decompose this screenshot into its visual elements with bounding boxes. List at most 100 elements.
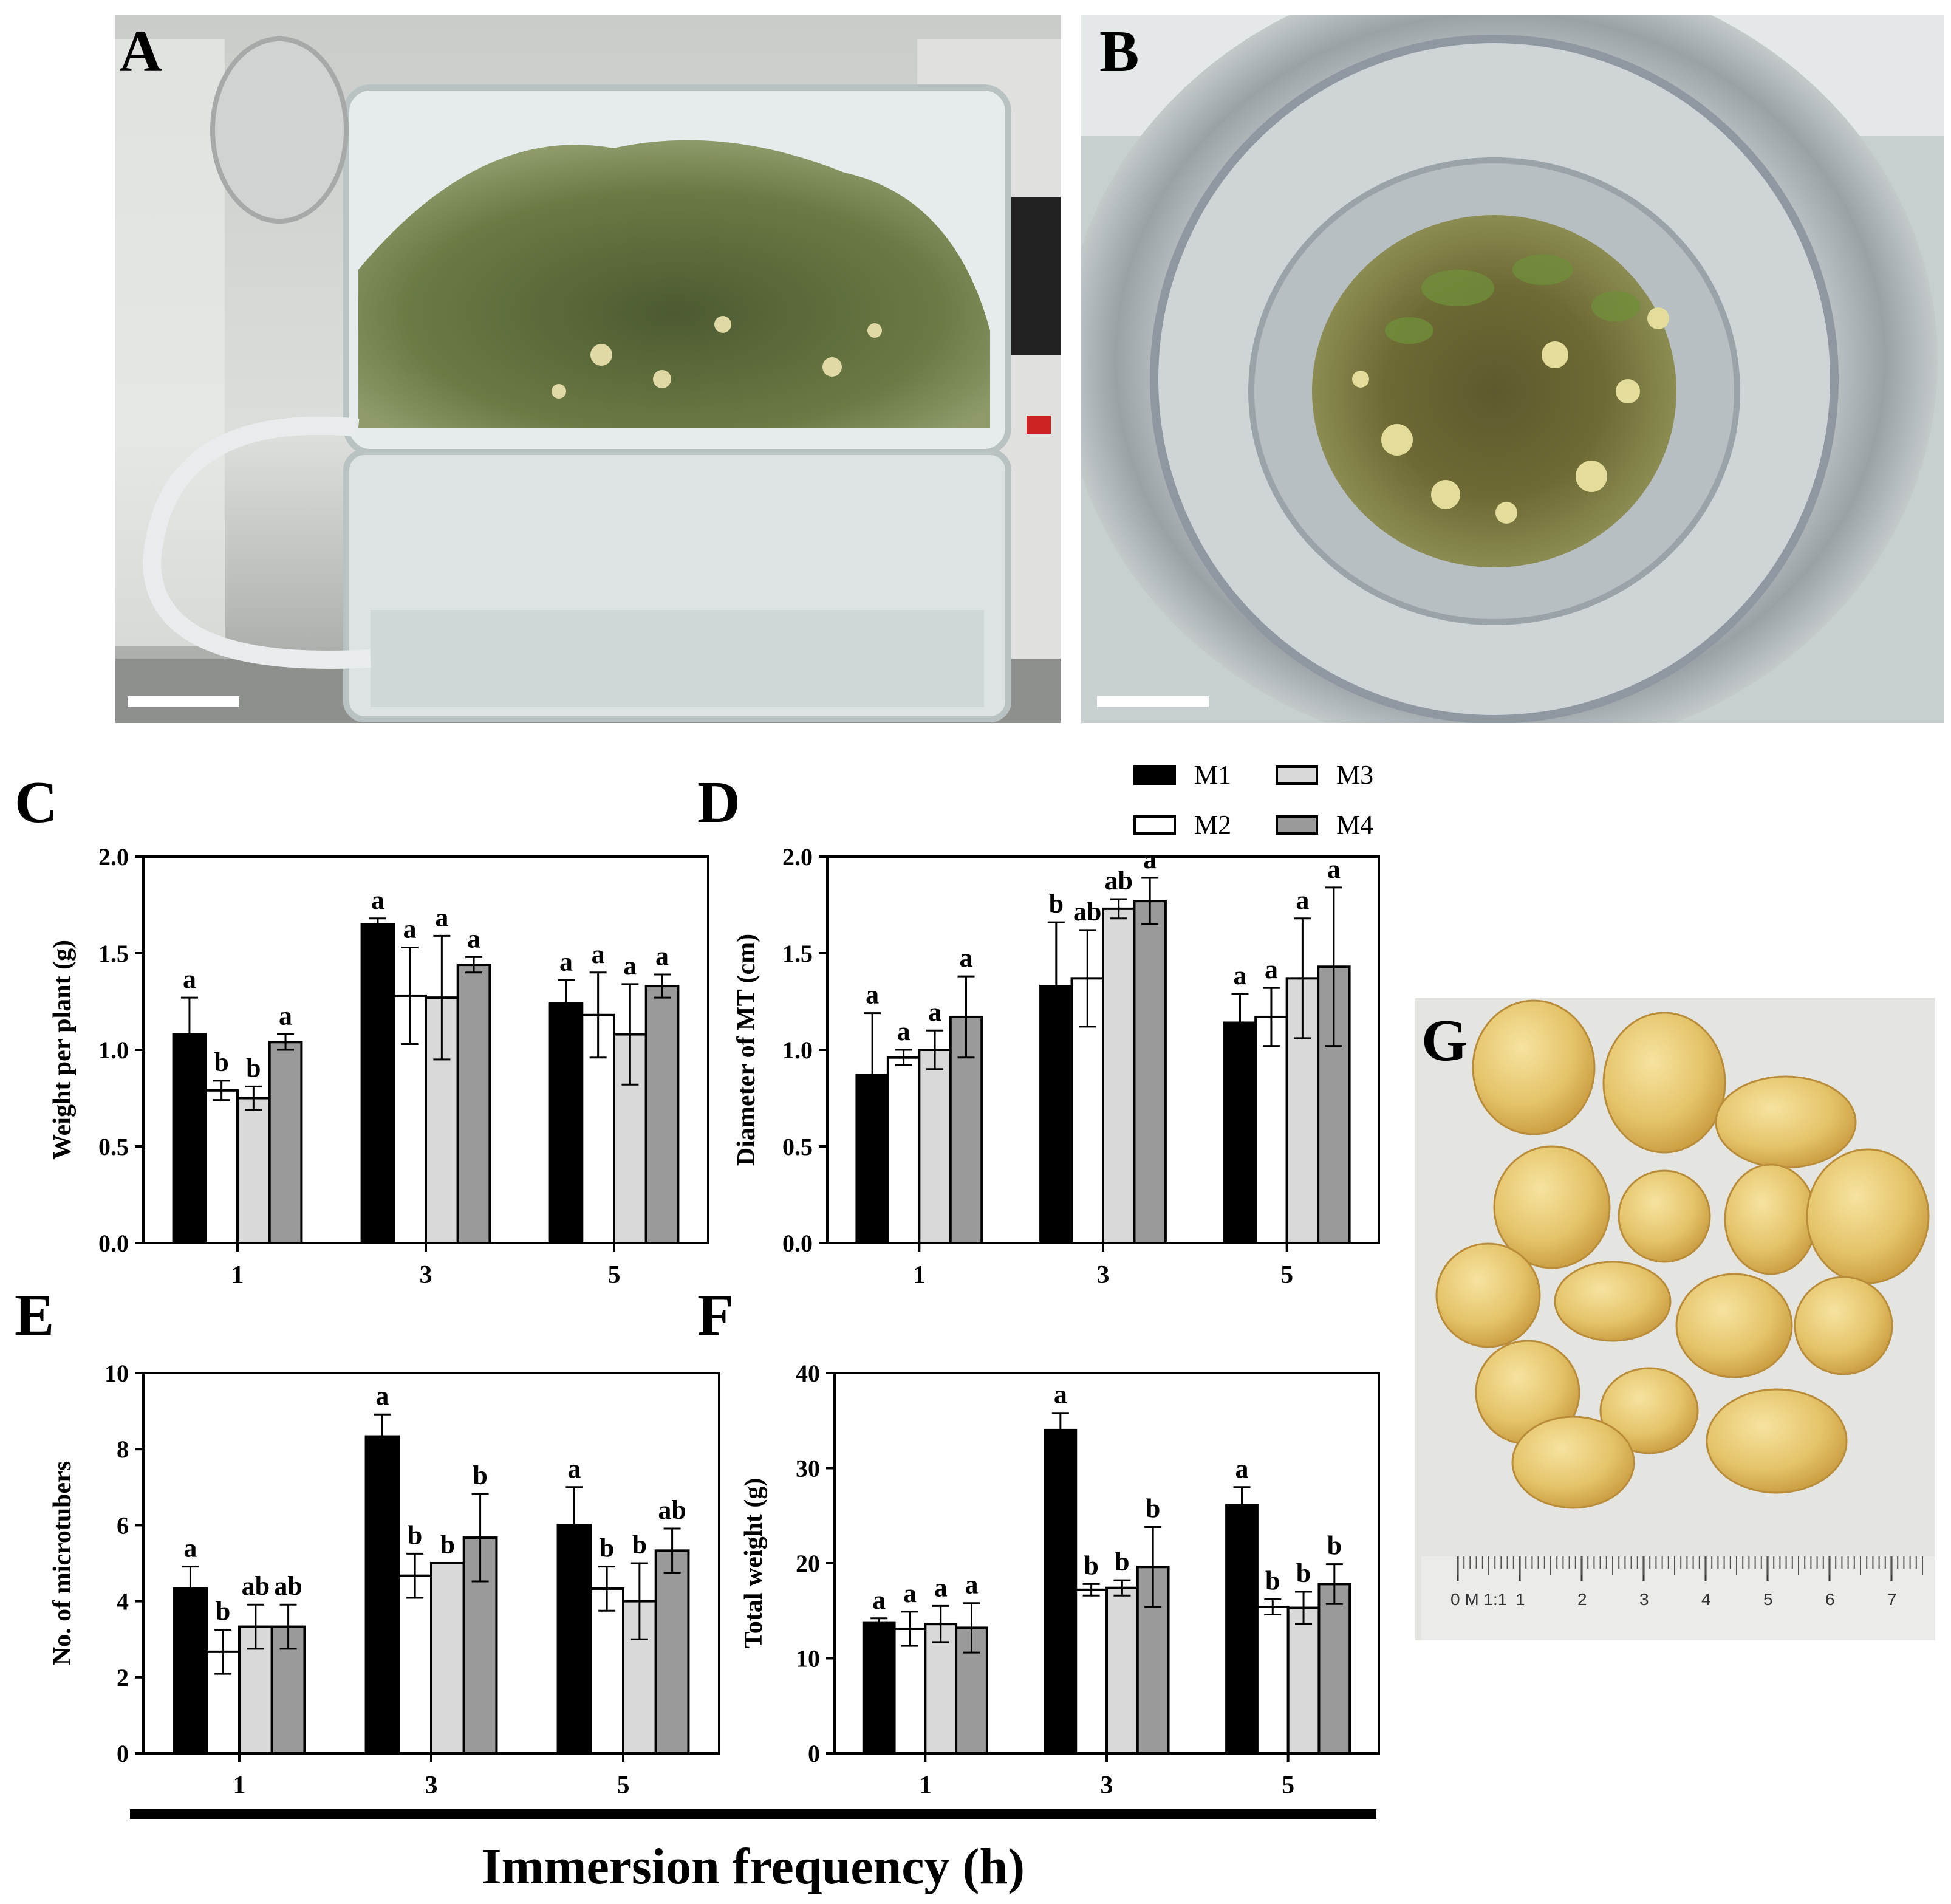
bar-m1	[173, 1587, 208, 1755]
bar-m4	[644, 985, 680, 1245]
significance-letter: a	[965, 1570, 978, 1600]
panel-label-g: G	[1421, 1008, 1468, 1074]
bar-m4	[268, 1041, 303, 1245]
significance-letter: a	[183, 964, 196, 994]
photo-b	[1081, 15, 1944, 723]
bar-m1	[862, 1621, 896, 1755]
x-tick-label: 1	[913, 1261, 926, 1289]
significance-letter: a	[1143, 844, 1157, 874]
significance-letter: a	[183, 1533, 197, 1563]
scale-bar-b	[1097, 696, 1209, 707]
significance-letter: b	[408, 1520, 422, 1550]
x-tick-label: 5	[617, 1772, 630, 1800]
significance-letter: a	[1054, 1380, 1067, 1409]
y-tick-label: 2.0	[98, 843, 129, 871]
legend-swatch-m1	[1133, 765, 1176, 785]
bar-m2	[886, 1056, 921, 1244]
significance-letter: a	[897, 1016, 911, 1046]
bar-m4	[1317, 1583, 1351, 1755]
legend-swatch-m2	[1133, 815, 1176, 835]
ruler-label: 0 M 1:1	[1450, 1590, 1507, 1609]
significance-letter: a	[467, 923, 480, 953]
bar-m4	[654, 1549, 690, 1755]
bar-m2	[1256, 1605, 1290, 1755]
significance-letter: ab	[1104, 866, 1132, 895]
significance-letter: a	[866, 980, 879, 1010]
significance-letter: b	[1327, 1531, 1342, 1561]
significance-letter: a	[375, 1381, 389, 1411]
significance-letter: a	[1233, 961, 1246, 990]
y-tick-label: 0.5	[98, 1133, 129, 1160]
x-tick-label: 3	[1097, 1261, 1110, 1289]
significance-letter: a	[559, 947, 573, 977]
y-tick-label: 40	[796, 1360, 820, 1387]
ruler-number-2: 2	[1577, 1590, 1587, 1609]
y-tick-label: 1.0	[782, 1036, 813, 1064]
y-tick-label: 1.5	[782, 940, 813, 967]
significance-letter: a	[1327, 854, 1341, 884]
x-tick-label: 5	[1282, 1772, 1294, 1800]
legend-label-m2: M2	[1194, 810, 1231, 840]
significance-letter: a	[655, 941, 669, 971]
bar-m1	[1223, 1021, 1257, 1244]
photo-g-image: 0 M 1:1 1 2 3 4 5 6 7	[1415, 998, 1935, 1640]
bar-m1	[1044, 1428, 1078, 1755]
bar-m2	[397, 1574, 433, 1755]
x-axis-title: Immersion frequency (h)	[482, 1838, 1025, 1895]
y-tick-label: 30	[796, 1455, 820, 1482]
photo-a	[115, 15, 1061, 723]
y-axis-label: Weight per plant (g)	[49, 940, 77, 1160]
significance-letter: a	[592, 939, 605, 969]
significance-letter: b	[1265, 1566, 1280, 1595]
significance-letter: ab	[274, 1571, 302, 1601]
significance-letter: a	[279, 1001, 292, 1031]
significance-letter: b	[1049, 889, 1064, 919]
bar-m2	[1254, 1015, 1288, 1244]
significance-letter: a	[960, 943, 973, 973]
y-tick-label: 10	[796, 1645, 820, 1673]
scale-bar-a	[128, 696, 239, 707]
ruler-number-6: 6	[1825, 1590, 1835, 1609]
significance-letter: a	[403, 914, 417, 943]
bar-m4	[955, 1626, 988, 1755]
y-axis-label: Total weight (g)	[740, 1478, 768, 1649]
x-tick-label: 5	[1280, 1261, 1293, 1289]
x-tick-label: 3	[425, 1772, 438, 1800]
y-tick-label: 6	[117, 1512, 129, 1539]
y-axis-label: Diameter of MT (cm)	[733, 934, 760, 1166]
significance-letter: ab	[658, 1495, 686, 1525]
photo-a-image	[115, 15, 1061, 723]
bar-m3	[1286, 1606, 1321, 1755]
bar-m4	[456, 964, 491, 1244]
y-tick-label: 2.0	[782, 843, 813, 871]
significance-letter: a	[928, 997, 941, 1027]
ruler-number-5: 5	[1763, 1590, 1773, 1609]
significance-letter: b	[600, 1533, 614, 1563]
significance-letter: b	[632, 1530, 647, 1560]
bar-m1	[364, 1435, 400, 1755]
bar-m1	[360, 923, 395, 1245]
bar-m2	[1075, 1588, 1109, 1755]
significance-letter: a	[1265, 954, 1278, 984]
x-tick-label: 5	[608, 1261, 621, 1289]
significance-letter: b	[1115, 1547, 1129, 1577]
y-axis-label: No. of microtubers	[49, 1461, 77, 1665]
y-tick-label: 8	[117, 1436, 129, 1463]
panel-label-b: B	[1099, 19, 1140, 84]
significance-letter: b	[246, 1053, 261, 1083]
significance-letter: b	[473, 1461, 487, 1490]
x-tick-label: 1	[233, 1772, 246, 1800]
significance-letter: b	[1146, 1494, 1160, 1524]
bar-m2	[204, 1089, 239, 1245]
legend-label-m3: M3	[1336, 760, 1373, 790]
bar-m3	[1102, 907, 1136, 1244]
ruler-number-3: 3	[1639, 1590, 1649, 1609]
bar-m3	[430, 1562, 465, 1755]
y-tick-label: 1.5	[98, 940, 129, 967]
significance-letter: a	[435, 902, 448, 932]
significance-letter: b	[440, 1530, 455, 1560]
